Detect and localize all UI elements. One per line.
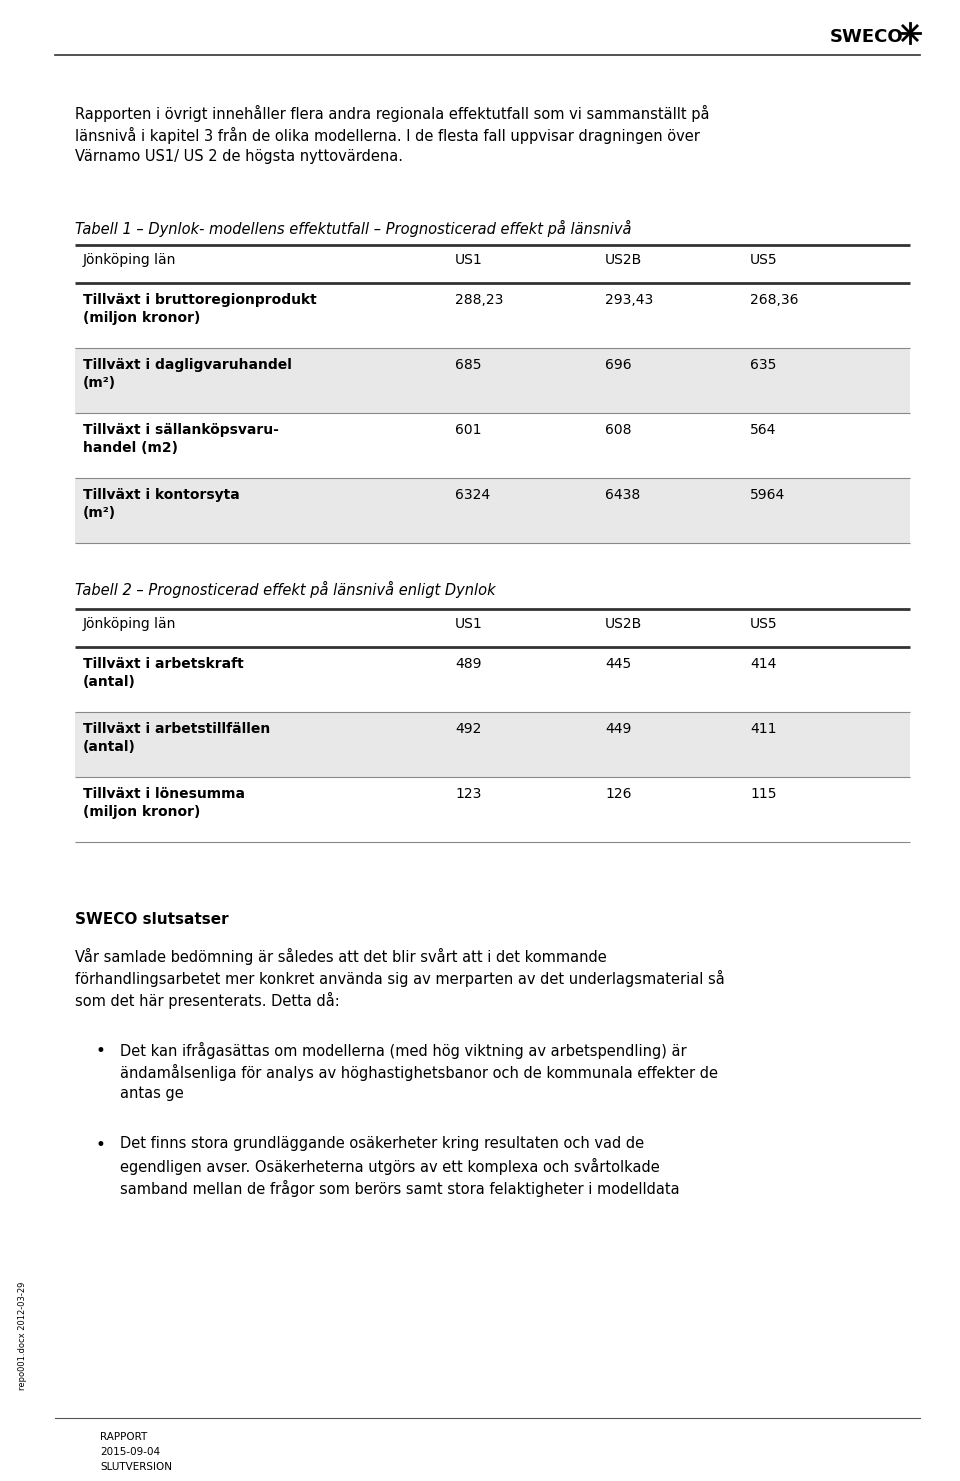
- Text: egendligen avser. Osäkerheterna utgörs av ett komplexa och svårtolkade: egendligen avser. Osäkerheterna utgörs a…: [120, 1158, 660, 1174]
- Text: Värnamo US1/ US 2 de högsta nyttovärdena.: Värnamo US1/ US 2 de högsta nyttovärdena…: [75, 150, 403, 164]
- Text: 445: 445: [605, 658, 632, 671]
- Text: •: •: [95, 1136, 105, 1154]
- Text: 288,23: 288,23: [455, 293, 503, 307]
- Text: (m²): (m²): [83, 376, 116, 390]
- Text: (m²): (m²): [83, 507, 116, 520]
- Text: Tillväxt i arbetstillfällen: Tillväxt i arbetstillfällen: [83, 723, 271, 736]
- Text: 635: 635: [750, 358, 777, 372]
- Text: US1: US1: [455, 253, 483, 267]
- Text: Tillväxt i dagligvaruhandel: Tillväxt i dagligvaruhandel: [83, 358, 292, 372]
- Text: 608: 608: [605, 424, 632, 437]
- Text: US2B: US2B: [605, 618, 642, 631]
- Text: US2B: US2B: [605, 253, 642, 267]
- Text: 564: 564: [750, 424, 777, 437]
- Text: US5: US5: [750, 618, 778, 631]
- Text: US1: US1: [455, 618, 483, 631]
- Text: (antal): (antal): [83, 675, 136, 689]
- Text: (miljon kronor): (miljon kronor): [83, 806, 201, 819]
- Text: Det finns stora grundläggande osäkerheter kring resultaten och vad de: Det finns stora grundläggande osäkerhete…: [120, 1136, 644, 1151]
- Text: Tabell 1 – Dynlok- modellens effektutfall – Prognosticerad effekt på länsnivå: Tabell 1 – Dynlok- modellens effektutfal…: [75, 221, 632, 237]
- Text: Tillväxt i lönesumma: Tillväxt i lönesumma: [83, 786, 245, 801]
- Text: 5964: 5964: [750, 489, 785, 502]
- Text: •: •: [95, 1043, 105, 1060]
- Text: (miljon kronor): (miljon kronor): [83, 311, 201, 324]
- Text: 489: 489: [455, 658, 482, 671]
- Text: ändamålsenliga för analys av höghastighetsbanor och de kommunala effekter de: ändamålsenliga för analys av höghastighe…: [120, 1063, 718, 1081]
- Text: handel (m2): handel (m2): [83, 441, 178, 455]
- Text: Tillväxt i bruttoregionprodukt: Tillväxt i bruttoregionprodukt: [83, 293, 317, 307]
- Text: Tillväxt i sällanköpsvaru-: Tillväxt i sällanköpsvaru-: [83, 424, 278, 437]
- Text: 449: 449: [605, 723, 632, 736]
- Text: US5: US5: [750, 253, 778, 267]
- Text: förhandlingsarbetet mer konkret använda sig av merparten av det underlagsmateria: förhandlingsarbetet mer konkret använda …: [75, 970, 725, 986]
- Text: 411: 411: [750, 723, 777, 736]
- Text: 123: 123: [455, 786, 481, 801]
- Text: 126: 126: [605, 786, 632, 801]
- Text: 492: 492: [455, 723, 481, 736]
- Text: Tabell 2 – Prognosticerad effekt på länsnivå enligt Dynlok: Tabell 2 – Prognosticerad effekt på läns…: [75, 581, 495, 598]
- Text: som det här presenterats. Detta då:: som det här presenterats. Detta då:: [75, 992, 340, 1009]
- Text: repo001.docx 2012-03-29: repo001.docx 2012-03-29: [18, 1281, 27, 1391]
- Bar: [75, 348, 910, 413]
- Text: Jönköping län: Jönköping län: [83, 618, 177, 631]
- Text: 293,43: 293,43: [605, 293, 653, 307]
- Text: Tillväxt i arbetskraft: Tillväxt i arbetskraft: [83, 658, 244, 671]
- Text: 696: 696: [605, 358, 632, 372]
- Text: 685: 685: [455, 358, 482, 372]
- Text: RAPPORT: RAPPORT: [100, 1432, 147, 1442]
- Text: 6324: 6324: [455, 489, 491, 502]
- Text: 414: 414: [750, 658, 777, 671]
- Text: Jönköping län: Jönköping län: [83, 253, 177, 267]
- Text: antas ge: antas ge: [120, 1086, 183, 1100]
- Text: Vår samlade bedömning är således att det blir svårt att i det kommande: Vår samlade bedömning är således att det…: [75, 948, 607, 966]
- Text: SWECO slutsatser: SWECO slutsatser: [75, 912, 228, 927]
- Text: samband mellan de frågor som berörs samt stora felaktigheter i modelldata: samband mellan de frågor som berörs samt…: [120, 1180, 680, 1197]
- Bar: [75, 712, 910, 778]
- Bar: [75, 478, 910, 544]
- Text: 115: 115: [750, 786, 777, 801]
- Text: SWECO: SWECO: [830, 28, 903, 46]
- Text: SLUTVERSION: SLUTVERSION: [100, 1462, 172, 1472]
- Text: (antal): (antal): [83, 740, 136, 754]
- Text: 2015-09-04: 2015-09-04: [100, 1447, 160, 1457]
- Text: 601: 601: [455, 424, 482, 437]
- Text: 6438: 6438: [605, 489, 640, 502]
- Text: 268,36: 268,36: [750, 293, 799, 307]
- Text: Det kan ifrågasättas om modellerna (med hög viktning av arbetspendling) är: Det kan ifrågasättas om modellerna (med …: [120, 1043, 686, 1059]
- Text: Rapporten i övrigt innehåller flera andra regionala effektutfall som vi sammanst: Rapporten i övrigt innehåller flera andr…: [75, 105, 709, 121]
- Text: Tillväxt i kontorsyta: Tillväxt i kontorsyta: [83, 489, 240, 502]
- Text: länsnivå i kapitel 3 från de olika modellerna. I de flesta fall uppvisar dragnin: länsnivå i kapitel 3 från de olika model…: [75, 127, 700, 144]
